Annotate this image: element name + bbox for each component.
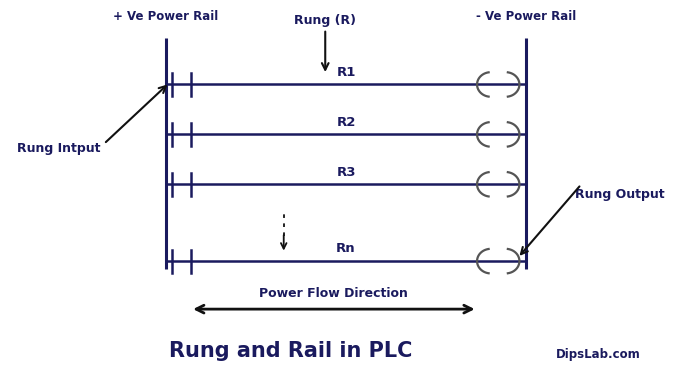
Text: R3: R3 xyxy=(336,166,356,179)
Text: Rung and Rail in PLC: Rung and Rail in PLC xyxy=(169,341,412,361)
Text: DipsLab.com: DipsLab.com xyxy=(556,348,641,361)
Text: - Ve Power Rail: - Ve Power Rail xyxy=(476,10,576,23)
Text: + Ve Power Rail: + Ve Power Rail xyxy=(113,10,219,23)
Text: Power Flow Direction: Power Flow Direction xyxy=(260,286,408,300)
Text: Rn: Rn xyxy=(336,242,356,255)
Text: Rung (R): Rung (R) xyxy=(294,14,356,27)
Text: R1: R1 xyxy=(336,66,356,79)
Text: Rung Output: Rung Output xyxy=(574,188,664,201)
Text: R2: R2 xyxy=(336,116,356,129)
Text: Rung Intput: Rung Intput xyxy=(17,142,100,155)
